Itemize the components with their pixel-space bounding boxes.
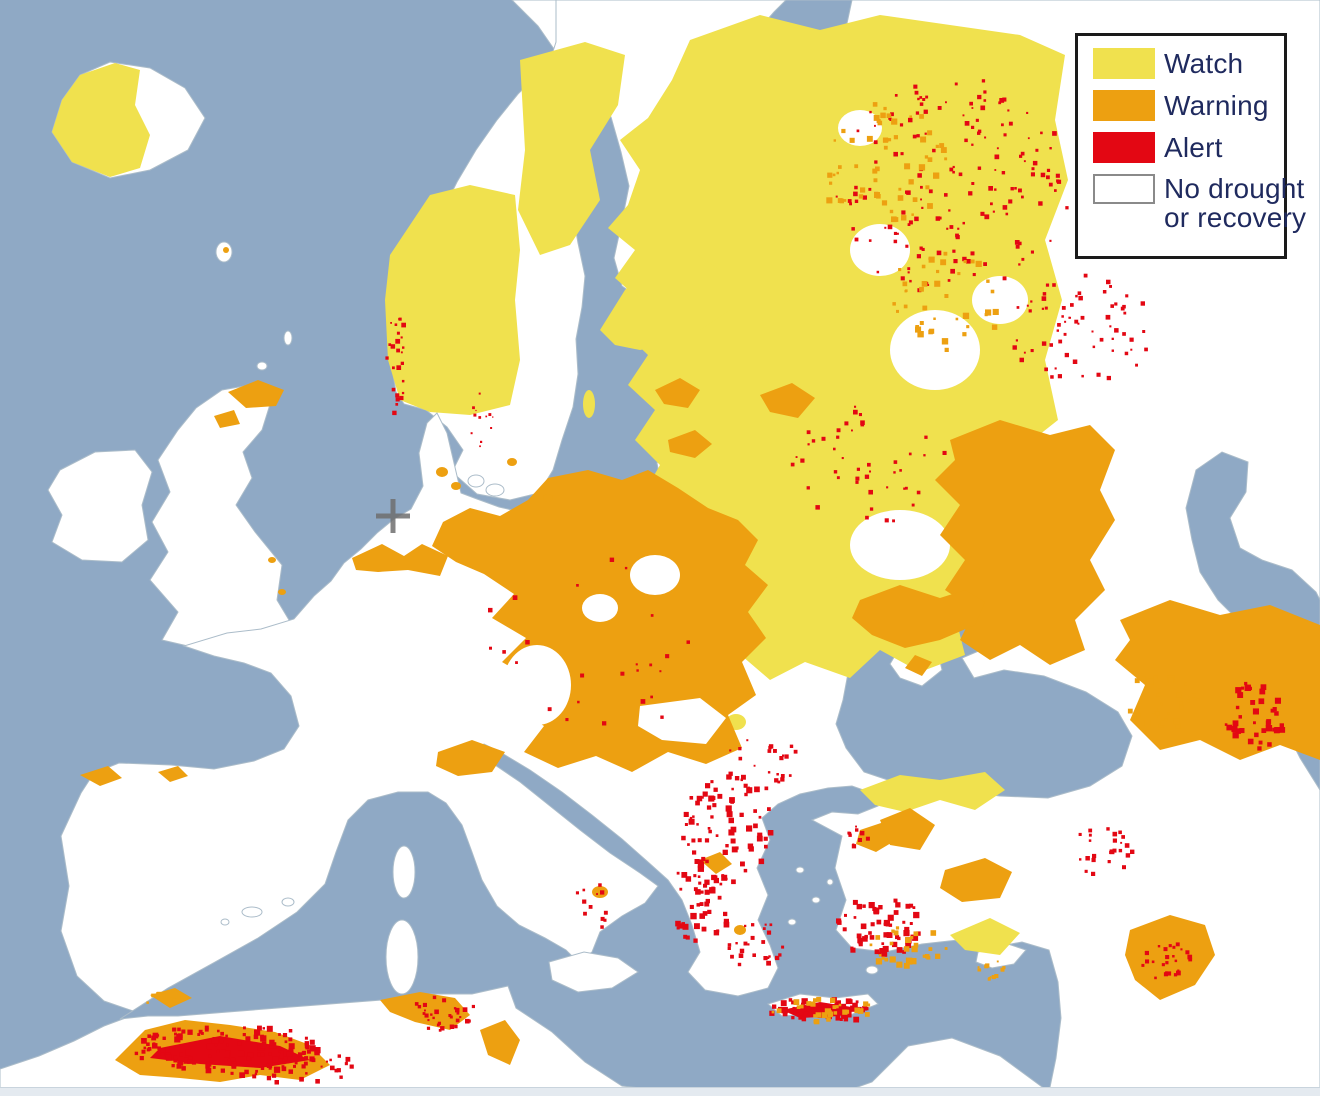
warning-dot [223,247,229,253]
land-corsica [392,845,416,899]
watch-north-sweden [518,42,625,255]
warning-ukraine-south [852,585,985,648]
warning-scotland-west [214,410,240,428]
warning-dot [507,458,517,466]
no-drought-label: No drought or recovery [1164,174,1306,232]
warning-dot [543,494,553,502]
speckle-layer [134,79,1286,1085]
land-orkney [256,361,268,371]
crosshair-cursor-icon [376,499,410,533]
land-ibiza [220,918,230,926]
no-drought-label-line2: or recovery [1164,202,1307,233]
hole [638,698,726,744]
legend-row-watch: Watch [1093,48,1284,79]
no-drought-swatch [1093,174,1155,204]
warning-north-italy [436,740,505,776]
land-rhodes [865,965,879,975]
land-sardinia [385,919,419,995]
warning-greece-patch [700,852,732,874]
hole [582,594,618,622]
land-aegean-isle [811,896,821,904]
warning-dot [451,482,461,490]
land-aegean-isle [795,866,805,874]
land-aegean-isle [826,878,834,886]
watch-northwest-turkey [860,772,1005,812]
warning-anatolia-mid [940,858,1012,902]
land-danish-isle [485,483,505,497]
alert-swatch [1093,132,1155,163]
land-shetland [283,330,293,346]
hole [850,510,950,580]
hole [972,276,1028,324]
warning-dot [268,557,276,563]
watch-russia-northwest [608,15,1068,680]
legend-row-alert: Alert [1093,132,1284,163]
map-bottom-edge [0,1087,1320,1096]
land-sicily [548,951,639,993]
warning-galicia [80,766,122,786]
warning-dot [734,925,746,935]
no-drought-holes-central [503,555,726,744]
watch-south-norway [385,185,520,415]
warning-dot [436,467,448,477]
warning-novgorod [760,383,815,418]
watch-central-turkey [950,918,1020,955]
watch-swatch [1093,48,1155,79]
alert-label: Alert [1164,131,1223,163]
warning-dot [278,589,286,595]
watch-iceland-west [52,63,150,177]
land-danish-isle [467,474,485,488]
warning-cantabria [158,766,188,782]
land-ireland [47,449,153,563]
watch-gotland [583,390,595,418]
warning-anatolia-patch [880,808,935,850]
warning-tunisia [480,1020,520,1065]
land-aegean-isle [787,918,797,926]
watch-finland-south [600,250,800,350]
land-mallorca [241,906,263,918]
warning-label: Warning [1164,89,1269,121]
legend-row-no-drought: No drought or recovery [1093,174,1306,232]
legend-row-warning: Warning [1093,90,1284,121]
hole [850,224,910,276]
watch-label: Watch [1164,47,1244,79]
warning-netherlands [352,544,448,576]
warning-swatch [1093,90,1155,121]
hole [630,555,680,595]
warning-scotland-north [228,380,284,408]
warning-latvia [668,430,712,458]
map-legend: Watch Warning Alert No drought or recove… [1075,33,1306,259]
hole [503,645,571,725]
warning-crimea [905,655,932,676]
land-menorca [281,897,295,907]
warning-syria-iraq [1125,915,1215,1000]
hole [890,310,980,390]
warning-estonia [655,378,700,408]
no-drought-label-line1: No drought [1164,173,1305,204]
